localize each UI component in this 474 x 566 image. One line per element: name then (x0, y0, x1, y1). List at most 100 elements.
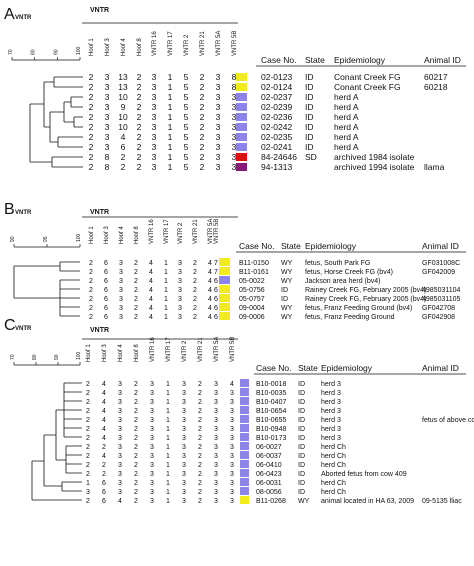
vntr-value: 6 (104, 260, 108, 267)
vntr-value: 2 (200, 102, 205, 112)
vntr-value: 3 (230, 399, 234, 406)
vntr-value: 3 (230, 453, 234, 460)
panel-b-sub: VNTR (15, 210, 32, 216)
vntr-value: 2 (137, 102, 142, 112)
color-swatch (219, 303, 230, 311)
vntr-value: 2 (134, 296, 138, 303)
vntr-value: 2 (134, 453, 138, 460)
vntr-value: 7 (214, 269, 218, 276)
vntr-value: 4 (149, 260, 153, 267)
animal-id: 09-5135 lliac (422, 498, 462, 505)
vntr-value: 3 (216, 162, 221, 172)
vntr-value: 2 (193, 305, 197, 312)
table-row: 2 4 3 2 3 1 3 2 3 3 B10-0407 ID herd 3 (86, 397, 341, 406)
vntr-value: 3 (150, 498, 154, 505)
vntr-value: 4 (102, 435, 106, 442)
case-number: B11-0161 (239, 269, 269, 276)
epidemiology: herd 3 (321, 408, 341, 415)
panel-a-sub: VNTR (15, 15, 32, 21)
vntr-value: 2 (134, 278, 138, 285)
vntr-value: 1 (166, 408, 170, 415)
vntr-value: 3 (232, 152, 237, 162)
column-header: Hoof 8 (137, 38, 143, 56)
vntr-value: 4 (102, 390, 106, 397)
vntr-value: 13 (118, 82, 128, 92)
panel-a-letter: A (4, 6, 15, 23)
vntr-value: 3 (230, 390, 234, 397)
table-row: 2 6 3 2 4 1 3 2 4 7 B11-0150 WY fetus, South Park FG… (89, 258, 460, 267)
vntr-value: 2 (134, 314, 138, 321)
vntr-value: 2 (89, 122, 94, 132)
color-swatch (219, 285, 230, 293)
epidemiology: herd A (334, 112, 359, 122)
table-row: 2 6 3 2 4 1 3 2 4 6 05-0757 ID Rainey Creek FG, Febr… (89, 294, 461, 303)
case-number: B11-0150 (239, 260, 269, 267)
vntr-value: 3 (119, 278, 123, 285)
case-number: 02-0123 (261, 72, 292, 82)
vntr-value: 3 (214, 426, 218, 433)
vntr-value: 3 (178, 278, 182, 285)
vntr-value: 5 (184, 72, 189, 82)
vntr-value: 2 (134, 408, 138, 415)
vntr-value: 2 (86, 471, 90, 478)
column-header: VNTR 5A (214, 337, 220, 362)
vntr-value: 3 (230, 435, 234, 442)
vntr-value: 3 (150, 453, 154, 460)
color-swatch (219, 267, 230, 275)
vntr-value: 2 (134, 480, 138, 487)
vntr-value: 2 (200, 162, 205, 172)
panel-a-column-headers: Hoof 1 Hoof 3 Hoof 4 Hoof 8 VNTR 16 VNTR 17 VN… (89, 31, 238, 56)
vntr-value: 8 (105, 162, 110, 172)
case-number: B10-0654 (256, 408, 286, 415)
column-header: VNTR 16 (152, 31, 158, 56)
scale-tick-label: 100 (76, 233, 82, 242)
color-swatch (240, 496, 249, 504)
vntr-value: 1 (168, 82, 173, 92)
state: ID (305, 102, 314, 112)
color-swatch (240, 388, 249, 396)
table-row: 2 8 2 2 3 1 5 2 3 3 94-1313 archived 1994 isolate ll… (89, 162, 445, 172)
vntr-value: 4 (118, 498, 122, 505)
color-swatch (240, 451, 249, 459)
panel-c-letter: C (4, 317, 16, 334)
vntr-value: 3 (150, 471, 154, 478)
vntr-value: 6 (104, 269, 108, 276)
vntr-value: 3 (118, 417, 122, 424)
column-header: VNTR 5A (208, 219, 214, 244)
table-row: 2 3 6 2 3 1 5 2 3 3 02-0241 ID herd A (89, 142, 359, 152)
vntr-value: 3 (216, 92, 221, 102)
vntr-value: 7 (214, 260, 218, 267)
vntr-value: 2 (198, 426, 202, 433)
vntr-value: 3 (178, 314, 182, 321)
vntr-value: 6 (214, 287, 218, 294)
column-header: VNTR 21 (200, 31, 206, 56)
panel-c-header-animal: Animal ID (422, 363, 459, 373)
vntr-value: 3 (119, 260, 123, 267)
vntr-value: 1 (166, 489, 170, 496)
color-swatch (240, 469, 249, 477)
vntr-value: 1 (164, 287, 168, 294)
table-row: 2 6 3 2 4 1 3 2 4 6 09-0004 WY fetus, Franz Feeding … (89, 303, 455, 312)
epidemiology: herd 3 (321, 399, 341, 406)
vntr-value: 2 (134, 435, 138, 442)
vntr-value: 4 (149, 314, 153, 321)
vntr-value: 3 (118, 408, 122, 415)
animal-id: 60218 (424, 82, 448, 92)
state: ID (298, 435, 305, 442)
panel-b-header-state: State (281, 241, 301, 251)
vntr-value: 4 (149, 269, 153, 276)
vntr-value: 2 (137, 72, 142, 82)
vntr-value: 3 (182, 408, 186, 415)
vntr-value: 3 (118, 453, 122, 460)
color-swatch (236, 113, 247, 121)
column-header: Hoof 1 (89, 226, 95, 244)
epidemiology: herd A (334, 122, 359, 132)
vntr-value: 2 (200, 92, 205, 102)
vntr-value: 3 (182, 480, 186, 487)
case-number: 02-0235 (261, 132, 292, 142)
vntr-value: 3 (182, 381, 186, 388)
color-swatch (219, 276, 230, 284)
panel-b-similarity-scale: 90 95 100 (10, 233, 82, 248)
vntr-value: 6 (102, 480, 106, 487)
table-row: 2 2 3 2 3 1 3 2 3 3 06-0423 ID Aborted fetus from co… (86, 469, 407, 478)
